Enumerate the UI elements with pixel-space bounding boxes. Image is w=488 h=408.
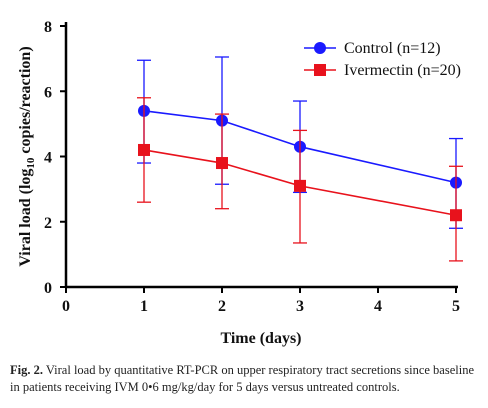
y-axis-title: Viral load (log10 copies/reaction) <box>17 46 37 266</box>
y-tick-label: 2 <box>44 215 52 232</box>
legend: Control (n=12) Ivermectin (n=20) <box>304 40 461 79</box>
data-point <box>216 157 228 170</box>
legend-marker <box>314 64 326 76</box>
caption-label: Fig. 2. <box>10 363 43 377</box>
series-layer <box>137 56 463 262</box>
y-axis-title-subscript: 10 <box>25 157 37 169</box>
series-2 <box>137 97 463 262</box>
legend-label: Control (n=12) <box>344 40 441 57</box>
y-tick-label: 0 <box>44 280 52 297</box>
x-tick-label: 0 <box>62 298 70 315</box>
viral-load-chart: 0 2 4 6 8 0 1 2 3 4 5 Control (n=12) Ivermectin (n=… <box>17 19 463 347</box>
x-tick-label: 4 <box>374 298 382 315</box>
x-tick-label: 3 <box>296 298 304 315</box>
x-tick-label: 2 <box>218 298 226 315</box>
caption-text: Viral load by quantitative RT-PCR on upp… <box>10 363 475 394</box>
x-tick-label: 5 <box>452 298 460 315</box>
y-tick-label: 8 <box>44 19 52 36</box>
series-line <box>143 110 457 184</box>
axes: 0 2 4 6 8 0 1 2 3 4 5 <box>44 19 460 315</box>
y-axis-title-main: Viral load (log <box>17 169 34 267</box>
y-tick-label: 6 <box>44 84 52 101</box>
y-tick-label: 4 <box>44 150 52 167</box>
figure-caption: Fig. 2. Viral load by quantitative RT-PC… <box>10 362 482 396</box>
x-tick-label: 1 <box>140 298 148 315</box>
legend-marker <box>314 42 326 54</box>
data-point <box>450 209 462 222</box>
data-point <box>138 143 150 156</box>
series-line <box>143 149 457 217</box>
x-axis-title: Time (days) <box>220 330 301 347</box>
legend-label: Ivermectin (n=20) <box>344 62 461 79</box>
data-point <box>294 179 306 192</box>
y-axis-title-tail: copies/reaction) <box>17 46 34 157</box>
